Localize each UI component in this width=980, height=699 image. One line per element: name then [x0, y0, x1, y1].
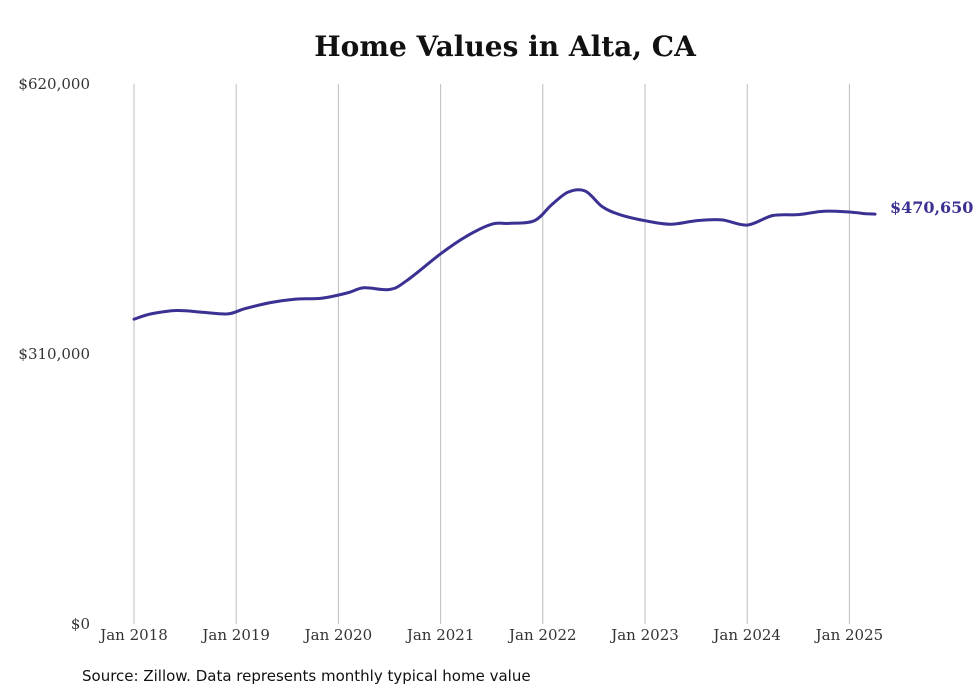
source-note: Source: Zillow. Data represents monthly … [82, 667, 531, 685]
latest-value-label: $470,650 [890, 198, 974, 217]
home-value-line [132, 188, 877, 321]
x-tick-label: Jan 2022 [507, 626, 577, 644]
x-axis-ticks: Jan 2018 Jan 2019 Jan 2020 Jan 2021 Jan 2022… [98, 626, 883, 644]
x-tick-label: Jan 2025 [814, 626, 884, 644]
x-tick-label: Jan 2019 [200, 626, 270, 644]
grid-layer [133, 84, 850, 624]
x-tick-label: Jan 2023 [609, 626, 679, 644]
y-tick-label: $620,000 [18, 75, 90, 93]
y-tick-label: $0 [71, 615, 90, 633]
y-tick-label: $310,000 [18, 345, 90, 363]
y-axis-ticks: $0 $310,000 $620,000 [18, 75, 90, 633]
chart-title: Home Values in Alta, CA [314, 30, 696, 63]
x-tick-label: Jan 2020 [303, 626, 373, 644]
x-tick-label: Jan 2024 [711, 626, 781, 644]
x-tick-label: Jan 2018 [98, 626, 168, 644]
x-tick-label: Jan 2021 [405, 626, 475, 644]
